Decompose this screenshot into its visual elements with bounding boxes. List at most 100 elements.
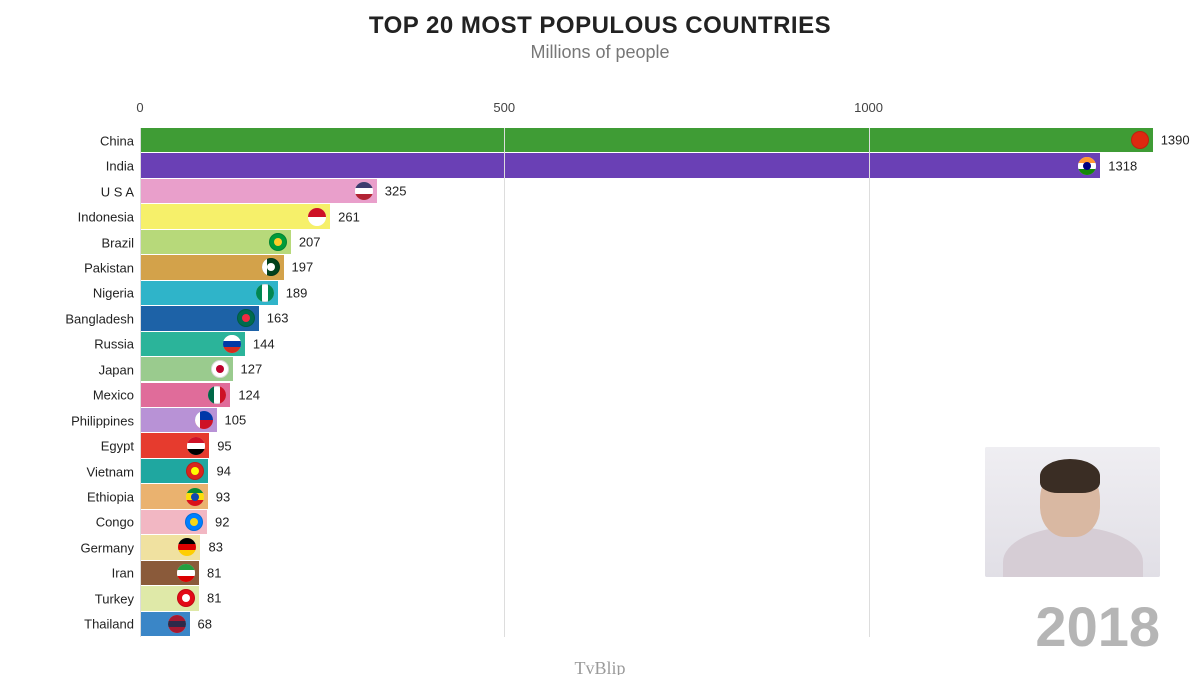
population-value: 325 xyxy=(385,184,407,199)
population-bar xyxy=(140,612,190,636)
country-flag-icon xyxy=(308,208,326,226)
country-label: Congo xyxy=(96,515,134,530)
population-value: 207 xyxy=(299,235,321,250)
country-label: Brazil xyxy=(101,235,134,250)
page: { "title": "TOP 20 MOST POPULOUS COUNTRI… xyxy=(0,12,1200,675)
country-flag-icon xyxy=(1078,157,1096,175)
population-bar xyxy=(140,179,377,203)
population-bar xyxy=(140,535,200,559)
country-label: Bangladesh xyxy=(65,311,134,326)
bar-row: 325 xyxy=(140,179,1160,203)
population-bar xyxy=(140,383,230,407)
population-bar xyxy=(140,281,278,305)
country-label: Vietnam xyxy=(87,464,134,479)
country-label-column: China India U S A Indonesia Brazil Pakistan Ni… xyxy=(40,128,140,637)
country-flag-icon xyxy=(208,386,226,404)
population-value: 197 xyxy=(292,260,314,275)
country-flag-icon xyxy=(1131,131,1149,149)
population-bar xyxy=(140,408,217,432)
chart-subtitle: Millions of people xyxy=(0,42,1200,63)
country-flag-icon xyxy=(237,309,255,327)
population-bar xyxy=(140,357,233,381)
population-bar xyxy=(140,204,330,228)
bar-row: 68 xyxy=(140,612,1160,636)
country-label: Japan xyxy=(99,362,134,377)
country-flag-icon xyxy=(185,513,203,531)
country-label: China xyxy=(100,133,134,148)
country-flag-icon xyxy=(223,335,241,353)
population-value: 127 xyxy=(241,362,263,377)
country-label: Ethiopia xyxy=(87,490,134,505)
bar-row: 127 xyxy=(140,357,1160,381)
country-label: Indonesia xyxy=(78,210,134,225)
population-bar xyxy=(140,586,199,610)
country-flag-icon xyxy=(186,462,204,480)
bar-row: 163 xyxy=(140,306,1160,330)
population-bar xyxy=(140,153,1100,177)
attribution-text: TvBlip xyxy=(574,658,625,675)
country-flag-icon xyxy=(355,182,373,200)
population-bar xyxy=(140,332,245,356)
country-flag-icon xyxy=(177,589,195,607)
country-flag-icon xyxy=(177,564,195,582)
population-value: 144 xyxy=(253,336,275,351)
bar-row: 124 xyxy=(140,383,1160,407)
population-value: 81 xyxy=(207,591,221,606)
x-gridline xyxy=(504,128,505,637)
country-flag-icon xyxy=(187,437,205,455)
bar-row: 1318 xyxy=(140,153,1160,177)
x-axis-ticks: 05001000 xyxy=(140,100,1160,128)
population-bar xyxy=(140,459,208,483)
x-axis-tick: 1000 xyxy=(854,100,883,115)
year-indicator: 2018 xyxy=(1035,594,1160,659)
population-value: 105 xyxy=(225,413,247,428)
country-label: Mexico xyxy=(93,388,134,403)
population-bar xyxy=(140,561,199,585)
bar-row: 1390 xyxy=(140,128,1160,152)
x-gridline xyxy=(869,128,870,637)
population-value: 68 xyxy=(198,616,212,631)
country-flag-icon xyxy=(269,233,287,251)
presenter-webcam xyxy=(985,447,1160,577)
population-bar xyxy=(140,510,207,534)
population-value: 261 xyxy=(338,209,360,224)
population-value: 1390 xyxy=(1161,133,1190,148)
population-value: 189 xyxy=(286,285,308,300)
population-bar xyxy=(140,484,208,508)
country-flag-icon xyxy=(211,360,229,378)
country-flag-icon xyxy=(256,284,274,302)
x-gridline xyxy=(140,128,141,637)
country-flag-icon xyxy=(186,488,204,506)
population-bar xyxy=(140,230,291,254)
population-value: 93 xyxy=(216,489,230,504)
population-bar xyxy=(140,128,1153,152)
population-value: 1318 xyxy=(1108,158,1137,173)
country-flag-icon xyxy=(195,411,213,429)
population-bar xyxy=(140,255,284,279)
population-value: 92 xyxy=(215,514,229,529)
population-value: 83 xyxy=(208,540,222,555)
country-label: Nigeria xyxy=(93,286,134,301)
population-value: 95 xyxy=(217,438,231,453)
country-flag-icon xyxy=(168,615,186,633)
bar-row: 81 xyxy=(140,586,1160,610)
country-label: Russia xyxy=(94,337,134,352)
population-value: 163 xyxy=(267,311,289,326)
country-label: India xyxy=(106,159,134,174)
bar-row: 189 xyxy=(140,281,1160,305)
chart-title: TOP 20 MOST POPULOUS COUNTRIES xyxy=(0,12,1200,40)
population-value: 94 xyxy=(216,464,230,479)
country-flag-icon xyxy=(178,538,196,556)
country-label: Turkey xyxy=(95,591,134,606)
bar-row: 144 xyxy=(140,332,1160,356)
x-axis-tick: 0 xyxy=(136,100,143,115)
country-label: Pakistan xyxy=(84,260,134,275)
bar-row: 197 xyxy=(140,255,1160,279)
country-label: Iran xyxy=(112,566,134,581)
country-label: Germany xyxy=(81,540,134,555)
country-label: U S A xyxy=(101,184,134,199)
bar-row: 105 xyxy=(140,408,1160,432)
population-bar xyxy=(140,433,209,457)
country-label: Thailand xyxy=(84,617,134,632)
x-axis-tick: 500 xyxy=(493,100,515,115)
